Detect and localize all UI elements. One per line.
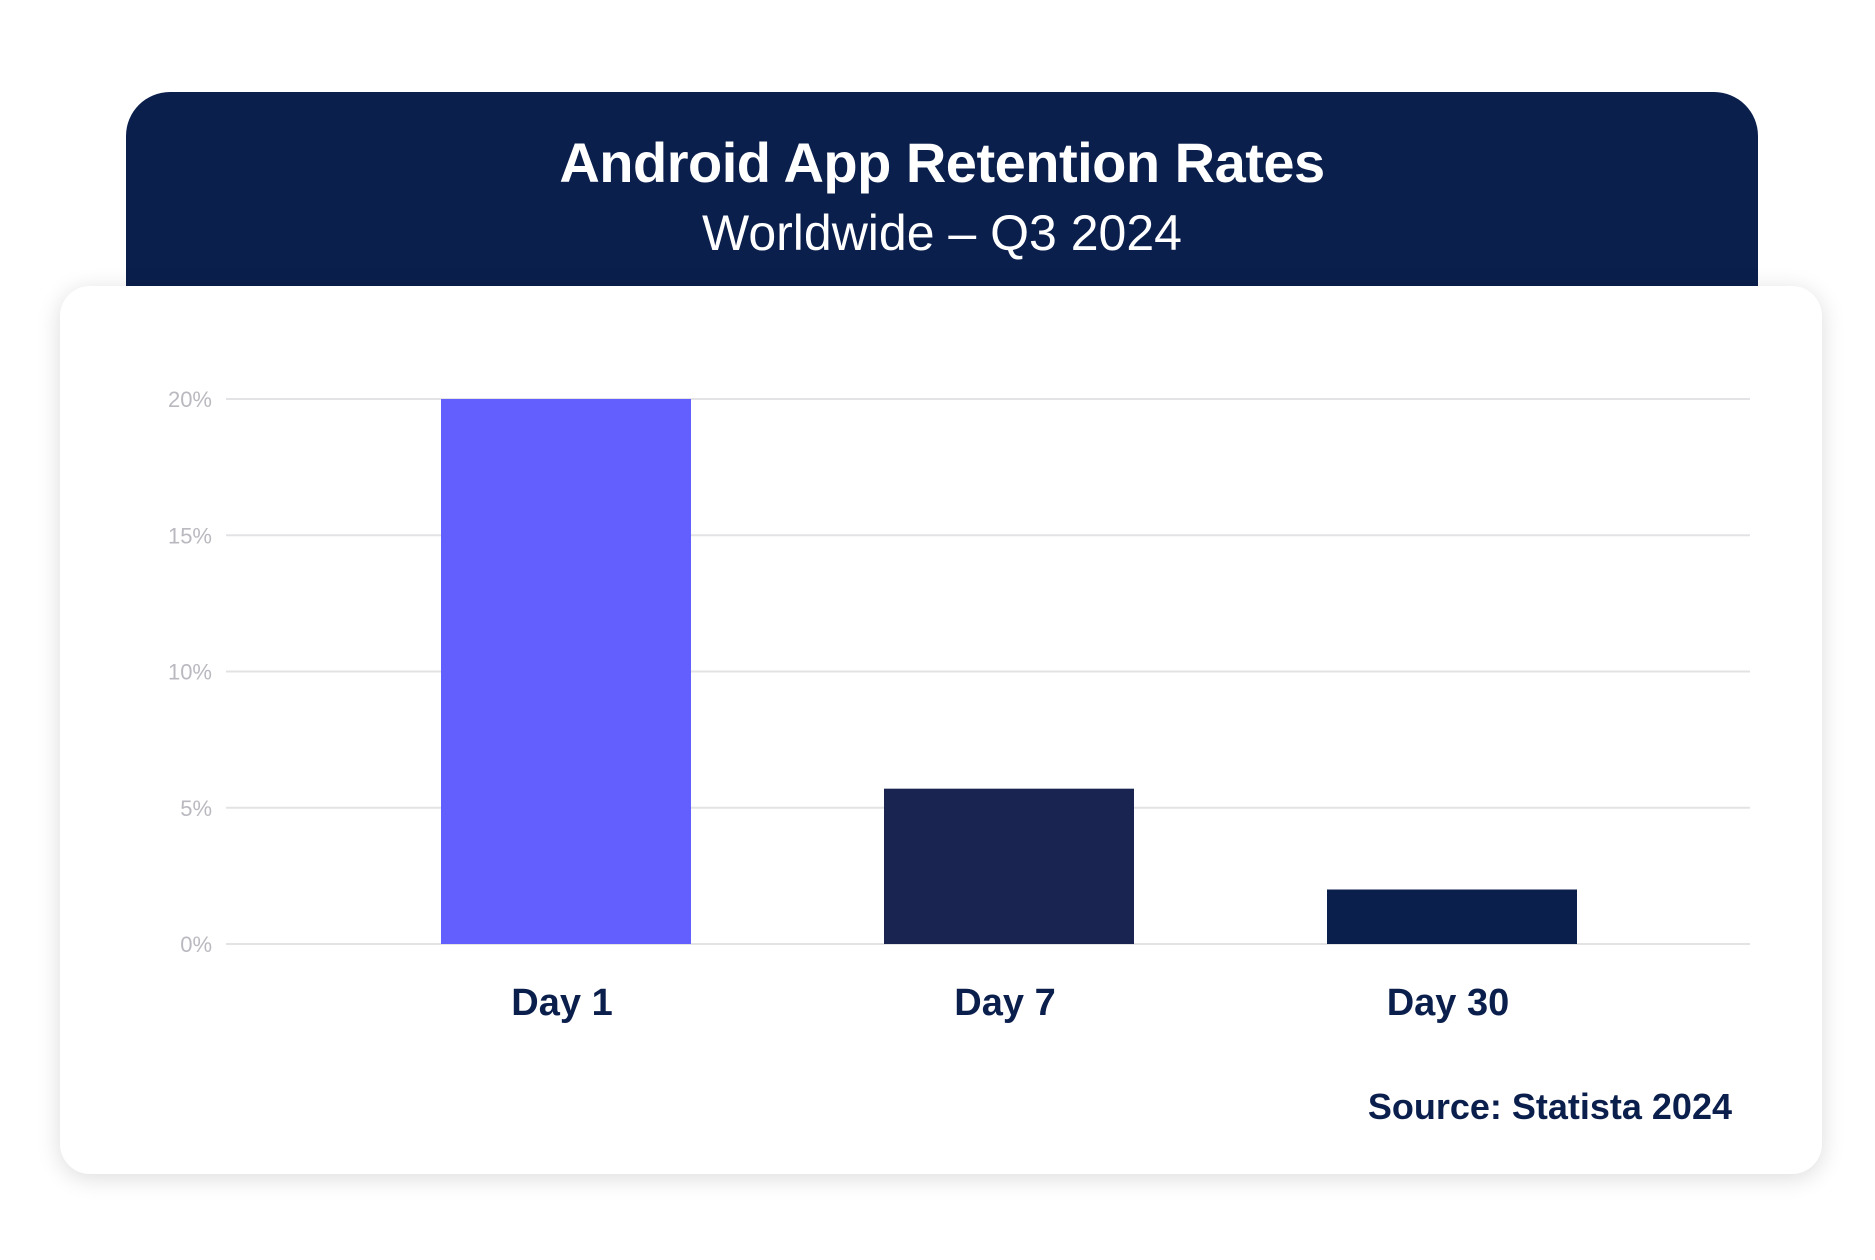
y-tick-label: 0% bbox=[180, 932, 212, 957]
bar-day-30 bbox=[1327, 889, 1577, 944]
y-tick-label: 15% bbox=[168, 523, 212, 548]
y-tick-label: 20% bbox=[168, 387, 212, 412]
bar-chart-plot: 0% 5% 10% 15% 20% Day 1 Day 7 Day 30 bbox=[168, 387, 1750, 1024]
source-note: Source: Statista 2024 bbox=[1367, 1086, 1732, 1127]
x-category-label: Day 7 bbox=[954, 982, 1055, 1024]
chart-subtitle: Worldwide – Q3 2024 bbox=[702, 205, 1182, 261]
chart-header: Android App Retention Rates Worldwide – … bbox=[126, 92, 1758, 322]
bar-day-7 bbox=[884, 788, 1134, 944]
x-category-label: Day 1 bbox=[511, 982, 612, 1024]
chart-title: Android App Retention Rates bbox=[559, 131, 1325, 194]
chart-card: 0% 5% 10% 15% 20% Day 1 Day 7 Day 30 Source: St… bbox=[60, 286, 1822, 1174]
y-tick-label: 5% bbox=[180, 796, 212, 821]
bar-day-1 bbox=[441, 399, 691, 944]
y-tick-label: 10% bbox=[168, 660, 212, 685]
x-category-label: Day 30 bbox=[1387, 982, 1510, 1024]
